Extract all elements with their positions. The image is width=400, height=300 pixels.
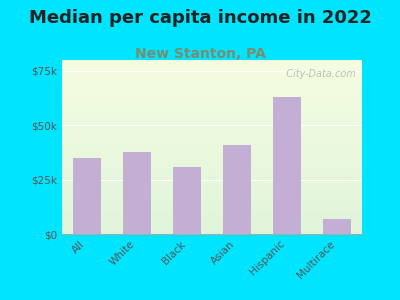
- Bar: [223, 145, 251, 234]
- Text: New Stanton, PA: New Stanton, PA: [134, 46, 266, 61]
- Bar: [323, 219, 351, 234]
- Bar: [73, 158, 101, 234]
- Text: Median per capita income in 2022: Median per capita income in 2022: [28, 9, 372, 27]
- Bar: [273, 97, 301, 234]
- Bar: [123, 152, 151, 234]
- Bar: [173, 167, 201, 234]
- Text: City-Data.com: City-Data.com: [280, 69, 356, 79]
